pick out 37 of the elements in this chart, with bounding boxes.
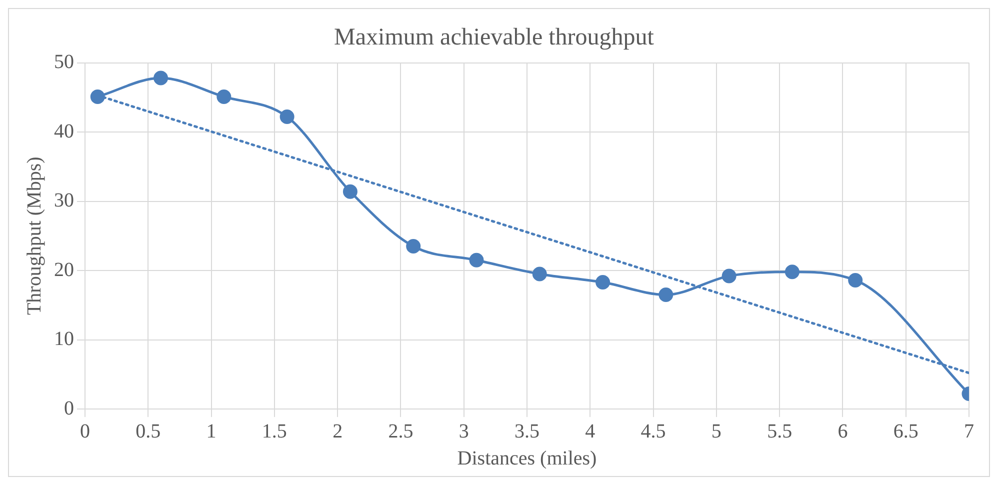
point: [216, 89, 232, 104]
y-tick-label: 20: [54, 258, 74, 281]
x-tick-label: 5.5: [767, 420, 792, 442]
y-axis-title: Throughput (Mbps): [23, 156, 46, 316]
x-axis-title: Distances (miles): [457, 447, 597, 470]
point: [406, 239, 421, 254]
x-tick-label: 3: [458, 420, 469, 442]
x-tick-label: 2.5: [388, 420, 414, 442]
point: [596, 275, 610, 290]
y-tick-label: 40: [54, 120, 74, 142]
chart-title: Maximum achievable throughput: [334, 24, 654, 51]
x-tick-label: 5: [711, 420, 722, 442]
x-tick-label: 0: [80, 420, 90, 442]
point: [722, 268, 736, 284]
x-tick-label: 0.5: [136, 420, 161, 442]
point: [90, 89, 105, 104]
point: [532, 266, 547, 282]
point: [469, 252, 484, 268]
x-tick-label: 6: [838, 420, 848, 442]
x-tick-label: 6.5: [893, 420, 918, 442]
x-tick-label: 3.5: [514, 420, 540, 442]
x-tick-label: 1.5: [262, 420, 287, 442]
y-tick-label: 10: [54, 328, 74, 350]
x-tick-label: 7: [964, 420, 974, 442]
point: [342, 184, 358, 199]
x-tick-label: 1: [206, 420, 216, 442]
y-tick-label: 30: [54, 190, 74, 212]
point: [848, 272, 863, 288]
point: [154, 70, 168, 86]
y-tick-label: 0: [64, 397, 74, 420]
point: [280, 110, 294, 124]
x-tick-label: 2: [332, 420, 343, 442]
x-tick-label: 4: [585, 420, 596, 442]
point: [658, 288, 674, 302]
y-tick-label: 50: [54, 51, 74, 74]
x-tick-label: 4.5: [640, 420, 666, 442]
point: [784, 264, 800, 280]
